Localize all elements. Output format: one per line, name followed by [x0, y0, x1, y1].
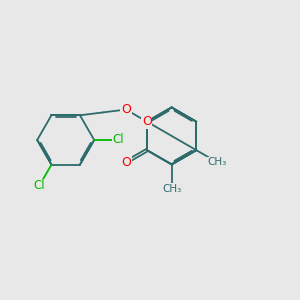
Text: O: O: [121, 156, 131, 169]
Text: Cl: Cl: [112, 134, 124, 146]
Text: CH₃: CH₃: [208, 157, 227, 167]
Text: O: O: [142, 115, 152, 128]
Text: Cl: Cl: [34, 179, 45, 192]
Text: CH₃: CH₃: [162, 184, 181, 194]
Text: O: O: [121, 103, 131, 116]
